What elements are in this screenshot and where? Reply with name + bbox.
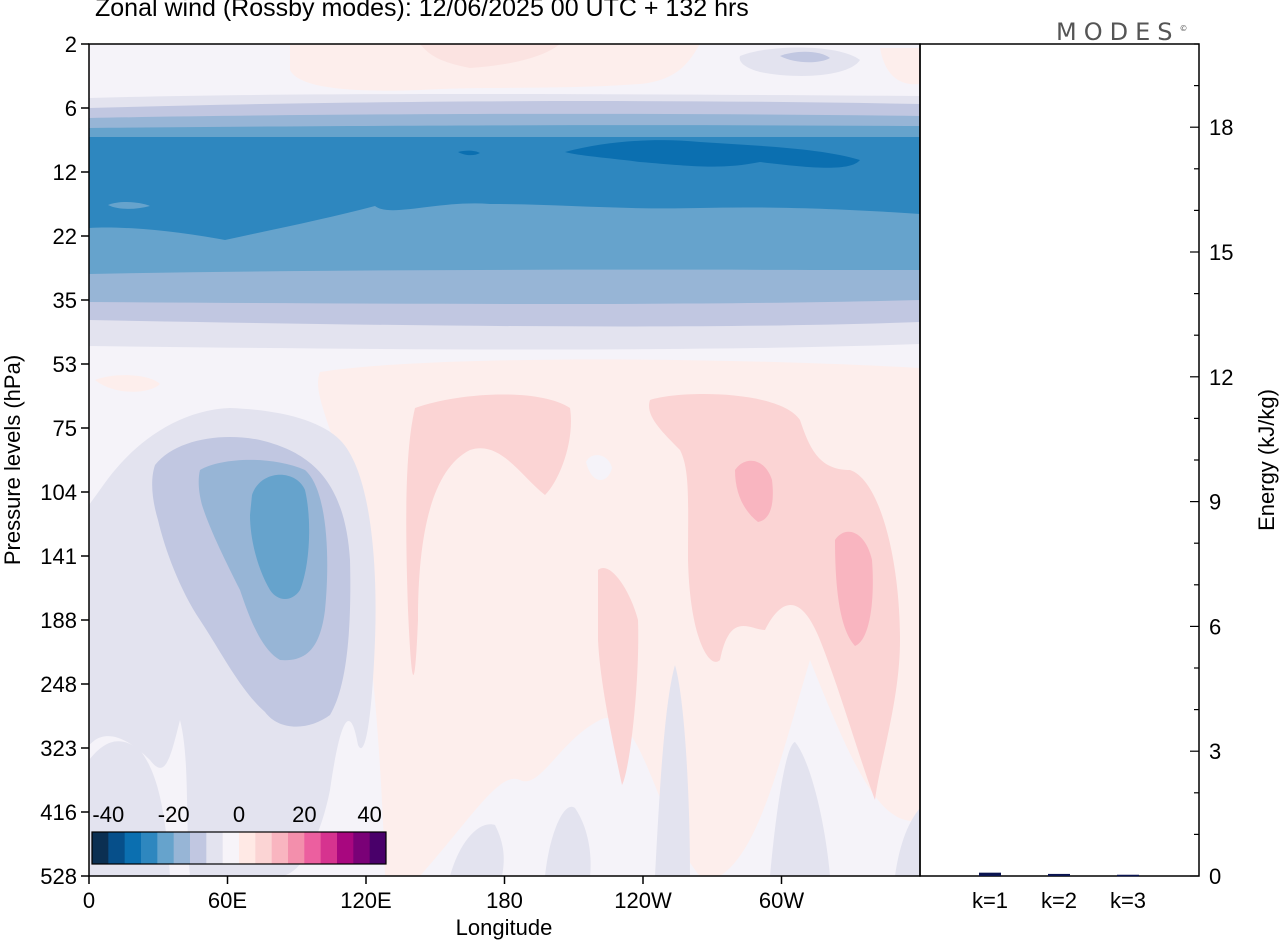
energy-tick-label: 0 <box>1209 864 1221 889</box>
x-tick-label: 120W <box>614 888 672 913</box>
y-tick-label: 6 <box>65 96 77 121</box>
y-tick-label: 2 <box>65 32 77 57</box>
colorbar: -40 -20 0 20 40 <box>91 802 387 865</box>
energy-axis: 0 3 6 9 12 15 18 <box>1190 43 1233 889</box>
contour-top-lilac-core <box>780 51 830 63</box>
x-tick-label: 0 <box>83 888 95 913</box>
contour-top-pink-deep <box>420 44 560 68</box>
contour-west-strat <box>95 375 160 392</box>
contour-west-pink-b <box>598 568 639 785</box>
y-tick-label: 188 <box>40 608 77 633</box>
colorbar-tick-label: 20 <box>292 802 316 827</box>
contour-west-rose-b <box>835 531 873 646</box>
y-tick-label: 416 <box>40 800 77 825</box>
contour-west-pink-c <box>649 394 900 800</box>
contour-west-rose-a <box>735 460 773 522</box>
colorbar-swatch <box>190 832 207 864</box>
colorbar-swatch <box>288 832 305 864</box>
energy-tick-label: 12 <box>1209 365 1233 390</box>
colorbar-swatch <box>304 832 322 864</box>
contour-jet-speck <box>458 150 480 156</box>
colorbar-tick-label: -20 <box>158 802 190 827</box>
colorbar-swatch <box>108 832 126 864</box>
energy-bar <box>979 872 1001 876</box>
x-tick-label: 60E <box>208 888 247 913</box>
colorbar-swatch <box>369 832 387 864</box>
energy-category-label: k=1 <box>972 888 1008 913</box>
energy-tick-label: 18 <box>1209 115 1233 140</box>
y-axis-label: Pressure levels (hPa) <box>0 355 25 565</box>
colorbar-swatch <box>320 832 338 864</box>
x-tick-label: 60W <box>759 888 804 913</box>
colorbar-swatch <box>124 832 142 864</box>
contour-surface-a <box>450 824 504 876</box>
contour-west-pink-a <box>406 394 571 675</box>
x-tick-label: 120E <box>340 888 391 913</box>
y-tick-label: 75 <box>53 416 77 441</box>
contour-jet-patch <box>108 202 150 209</box>
contour-surface-b <box>545 806 591 876</box>
y-tick-label: 141 <box>40 544 77 569</box>
x-axis: 0 60E 120E 180 120W 60W <box>83 876 804 913</box>
brand-text: MODES <box>1056 18 1180 46</box>
y-tick-label: 22 <box>53 224 77 249</box>
colorbar-frame <box>91 831 387 865</box>
colorbar-swatch <box>337 832 354 864</box>
colorbar-swatch <box>206 832 224 864</box>
contour-jet-max <box>565 140 860 168</box>
contour-top-pink <box>290 44 700 91</box>
y-tick-label: 35 <box>53 288 77 313</box>
energy-axis-label: Energy (kJ/kg) <box>1254 389 1279 531</box>
colorbar-swatch <box>239 832 256 864</box>
contour-top-pink-right <box>880 48 920 85</box>
contour-east-core <box>250 474 310 599</box>
y-axis: 2 6 12 22 35 53 75 104 141 188 248 323 416 528 <box>40 32 89 889</box>
colorbar-swatch <box>157 832 175 864</box>
contour-surface-d <box>655 665 690 876</box>
y-tick-label: 323 <box>40 736 77 761</box>
energy-category-label: k=2 <box>1041 888 1077 913</box>
energy-bars <box>979 872 1139 877</box>
colorbar-swatch <box>92 832 109 864</box>
energy-tick-label: 6 <box>1209 614 1221 639</box>
colorbar-swatch <box>141 832 158 864</box>
colorbar-swatch <box>222 832 240 864</box>
colorbar-swatch <box>255 832 273 864</box>
y-tick-label: 248 <box>40 672 77 697</box>
colorbar-tick-label: 40 <box>357 802 381 827</box>
contour-field <box>89 44 920 876</box>
x-axis-label: Longitude <box>456 915 553 940</box>
energy-frame <box>919 43 1200 877</box>
x-tick-label: 180 <box>486 888 523 913</box>
colorbar-tick-label: -40 <box>92 802 124 827</box>
y-tick-label: 53 <box>53 352 77 377</box>
colorbar-swatch <box>173 832 191 864</box>
colorbar-swatch <box>353 832 371 864</box>
energy-tick-label: 3 <box>1209 739 1221 764</box>
y-tick-label: 12 <box>53 160 77 185</box>
brand-mark: © <box>1179 24 1188 33</box>
energy-categories: k=1 k=2 k=3 <box>972 888 1146 913</box>
chart-title: Zonal wind (Rossby modes): 12/06/2025 00… <box>95 0 749 22</box>
contour-surface-e <box>895 808 920 876</box>
y-tick-label: 528 <box>40 864 77 889</box>
energy-tick-label: 9 <box>1209 490 1221 515</box>
contour-surface-c <box>770 742 830 876</box>
contour-west-blank <box>586 455 612 481</box>
energy-bar <box>1117 874 1139 877</box>
colorbar-swatch <box>271 832 289 864</box>
energy-category-label: k=3 <box>1110 888 1146 913</box>
energy-bar <box>1048 873 1070 876</box>
colorbar-tick-label: 0 <box>233 802 245 827</box>
y-tick-label: 104 <box>40 480 77 505</box>
modes-logo: MODES© <box>1056 18 1187 46</box>
energy-tick-label: 15 <box>1209 240 1233 265</box>
